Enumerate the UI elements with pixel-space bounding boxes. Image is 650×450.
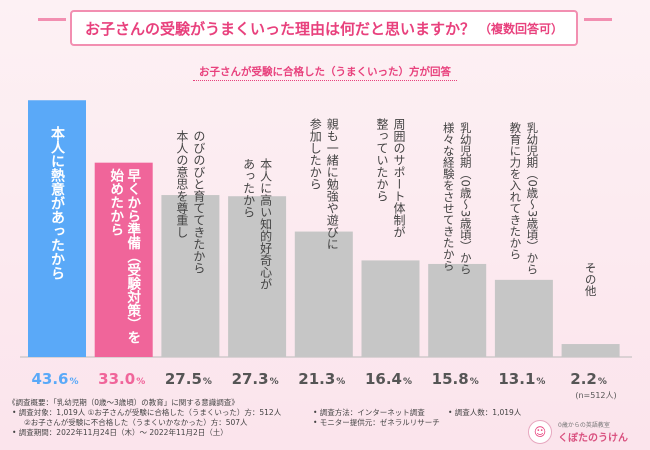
bar-text-4-1: 参加したから (308, 117, 322, 190)
bar-7 (494, 279, 553, 357)
value-label-1: 33.0% (98, 370, 145, 388)
bar-text-6-0: 乳幼児期（0歳～3歳頃）から (459, 122, 473, 275)
footer-target2: ②お子さんが受験に不合格した（うまくいかなかった）方：507人 (24, 418, 248, 427)
title-decoration-left (38, 18, 66, 21)
bar-text-1-1: 始めたから (107, 168, 124, 237)
logo-tagline: 0歳からの英語教室 (558, 422, 610, 429)
bar-5 (361, 260, 420, 357)
bar-text-0-0: 本人に熱意があったから (49, 126, 65, 281)
title-decoration-right (584, 18, 612, 21)
chart-title-note: （複数回答可） (479, 21, 564, 36)
value-label-8: 2.2% (570, 370, 607, 388)
value-label-7: 13.1% (498, 370, 545, 388)
value-unit-0: % (69, 377, 78, 387)
chart-title: お子さんの受験がうまくいった理由は何だと思いますか？ (84, 19, 475, 38)
brand-logo: ☺ 0歳からの英語教室 くぼたのうけん (528, 418, 638, 446)
value-unit-8: % (598, 377, 607, 387)
bar-text-3-1: あったから (242, 158, 256, 218)
value-label-6: 15.8% (432, 370, 479, 388)
bar-8 (561, 344, 620, 357)
sample-size-note: (n=512人) (575, 391, 616, 400)
footer-method: • 調査方法：インターネット調査 (313, 408, 425, 417)
bar-3 (228, 196, 287, 357)
bar-text-7-1: 教育に力を入れてきたから (508, 121, 522, 260)
bar-2 (161, 195, 220, 357)
value-unit-5: % (403, 377, 412, 387)
bar-text-3-0: 本人に高い知的好奇心が (259, 158, 273, 290)
face-icon: ☺ (528, 420, 552, 444)
bar-text-2-1: 本人の意思を尊重し (175, 130, 189, 238)
bar-text-1-0: 早くから準備（受験対策）を (124, 169, 142, 345)
footer-survey-title: 《調査概要：「乳幼児期（0歳～3歳頃）の教育」に関する意識調査》 (8, 398, 239, 407)
bar-text-5-0: 周囲のサポート体制が (392, 118, 406, 238)
value-label-3: 27.3% (232, 370, 279, 388)
chart-title-box: お子さんの受験がうまくいった理由は何だと思いますか？ （複数回答可） (70, 10, 578, 46)
value-unit-2: % (203, 377, 212, 387)
value-label-4: 21.3% (298, 370, 345, 388)
value-unit-6: % (470, 377, 479, 387)
value-unit-1: % (136, 377, 145, 387)
bar-text-4-0: 親も一緒に勉強や遊びに (325, 118, 339, 250)
footer-target: • 調査対象：1,019人 ①お子さんが受験に合格した（うまくいった）方：512… (12, 408, 282, 417)
bar-text-7-0: 乳幼児期（0歳～3歳頃）から (525, 122, 539, 275)
bar-text-8-0: その他 (584, 262, 598, 297)
footer-period: • 調査期間：2022年11月24日（木）～ 2022年11月2日（土） (12, 428, 228, 437)
bar-text-5-1: 整っていたから (375, 117, 389, 202)
value-label-0: 43.6% (31, 370, 78, 388)
value-unit-3: % (270, 377, 279, 387)
bar-text-6-1: 様々な経験をさせてきたから (442, 121, 456, 271)
chart-subtitle: お子さんが受験に合格した（うまくいった）方が回答 (0, 64, 650, 81)
bar-6 (428, 263, 487, 357)
footer-provider: • モニター提供元：ゼネラルリサーチ (313, 418, 440, 427)
bar-0 (28, 100, 86, 357)
logo-name: くぼたのうけん (558, 433, 628, 444)
value-label-5: 16.4% (365, 370, 412, 388)
bar-1 (94, 162, 153, 357)
bar-4 (294, 231, 353, 357)
value-unit-4: % (336, 377, 345, 387)
footer-count: • 調査人数：1,019人 (448, 408, 522, 417)
value-label-2: 27.5% (165, 370, 212, 388)
value-unit-7: % (536, 377, 545, 387)
bar-text-2-0: のびのびと育ててきたから (192, 130, 206, 274)
